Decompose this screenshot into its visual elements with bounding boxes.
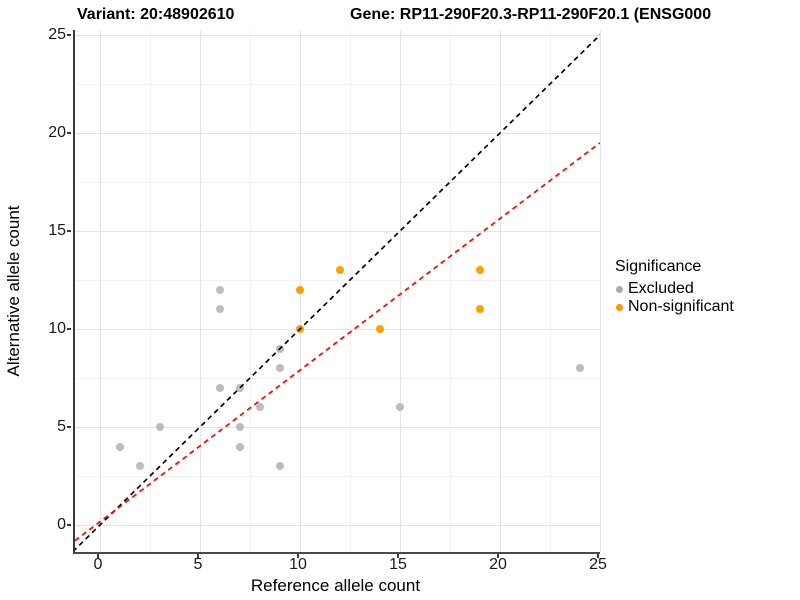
y-tick-label: 20 <box>48 124 66 141</box>
chart-title-variant: Variant: 20:48902610 <box>77 6 235 23</box>
legend-item-label: Excluded <box>628 280 694 297</box>
data-point-non-significant <box>376 325 384 333</box>
data-point-excluded <box>136 462 144 471</box>
data-point-excluded <box>256 403 264 412</box>
data-point-excluded <box>116 442 124 451</box>
x-minor-gridline <box>149 30 151 552</box>
x-tick-label: 20 <box>489 556 507 573</box>
x-major-gridline <box>599 30 601 552</box>
legend-items: Excluded Non-significant <box>615 280 734 316</box>
data-point-non-significant <box>336 266 344 275</box>
x-tick-mark <box>97 554 99 558</box>
reference-lines-layer <box>75 33 600 551</box>
data-point-excluded <box>396 403 404 412</box>
y-tick-mark <box>67 328 71 330</box>
data-point-excluded <box>156 423 164 431</box>
x-tick-mark <box>597 554 599 558</box>
x-minor-gridline <box>249 30 251 552</box>
y-major-gridline <box>75 132 600 134</box>
y-minor-gridline <box>75 475 600 477</box>
legend: Significance Excluded Non-significant <box>615 258 734 316</box>
y-tick-label: 15 <box>48 222 66 239</box>
y-tick-label: 10 <box>48 320 66 337</box>
legend-item: Excluded <box>615 280 734 298</box>
x-tick-mark <box>397 554 399 558</box>
x-tick-label: 15 <box>389 556 407 573</box>
legend-dot-icon <box>616 285 623 293</box>
y-tick-label: 25 <box>48 26 66 43</box>
x-major-gridline <box>399 30 401 552</box>
x-minor-gridline <box>549 30 551 552</box>
y-major-gridline <box>75 524 600 526</box>
legend-item-label: Non-significant <box>628 298 734 315</box>
y-major-gridline <box>75 328 600 330</box>
x-axis-label: Reference allele count <box>250 576 421 595</box>
data-point-excluded <box>216 383 224 392</box>
data-point-excluded <box>236 423 244 431</box>
x-tick-label: 0 <box>93 556 103 573</box>
x-tick-mark <box>297 554 299 558</box>
x-major-gridline <box>199 30 201 552</box>
data-point-non-significant <box>476 266 484 275</box>
x-minor-gridline <box>349 30 351 552</box>
y-minor-gridline <box>75 181 600 183</box>
x-minor-gridline <box>449 30 451 552</box>
data-point-excluded <box>216 285 224 294</box>
y-tick-label: 5 <box>57 418 66 435</box>
legend-item: Non-significant <box>615 298 734 316</box>
x-tick-label: 5 <box>193 556 203 573</box>
y-tick-mark <box>67 34 71 36</box>
data-point-non-significant <box>476 305 484 314</box>
y-tick-mark <box>67 524 71 526</box>
y-tick-mark <box>67 230 71 232</box>
data-point-excluded <box>576 364 584 373</box>
x-tick-label: 10 <box>289 556 307 573</box>
x-tick-mark <box>497 554 499 558</box>
x-major-gridline <box>499 30 501 552</box>
chart-title-gene: Gene: RP11-290F20.3-RP11-290F20.1 (ENSG0… <box>350 6 712 23</box>
y-major-gridline <box>75 426 600 428</box>
plot-panel <box>73 30 601 554</box>
regression-line <box>75 142 600 542</box>
x-major-gridline <box>99 30 101 552</box>
y-axis-label: Alternative allele count <box>4 205 23 377</box>
y-minor-gridline <box>75 279 600 281</box>
y-minor-gridline <box>75 83 600 85</box>
data-point-excluded <box>236 442 244 451</box>
y-major-gridline <box>75 34 600 36</box>
data-point-excluded <box>276 462 284 471</box>
y-tick-mark <box>67 426 71 428</box>
x-tick-mark <box>197 554 199 558</box>
y-tick-label: 0 <box>57 516 66 533</box>
data-point-non-significant <box>296 285 304 294</box>
legend-dot-icon <box>616 303 623 311</box>
x-tick-label: 25 <box>589 556 607 573</box>
legend-title: Significance <box>615 258 702 275</box>
data-point-excluded <box>276 364 284 373</box>
y-tick-mark <box>67 132 71 134</box>
identity-line <box>75 33 600 551</box>
y-minor-gridline <box>75 377 600 379</box>
y-major-gridline <box>75 230 600 232</box>
data-point-excluded <box>216 305 224 314</box>
